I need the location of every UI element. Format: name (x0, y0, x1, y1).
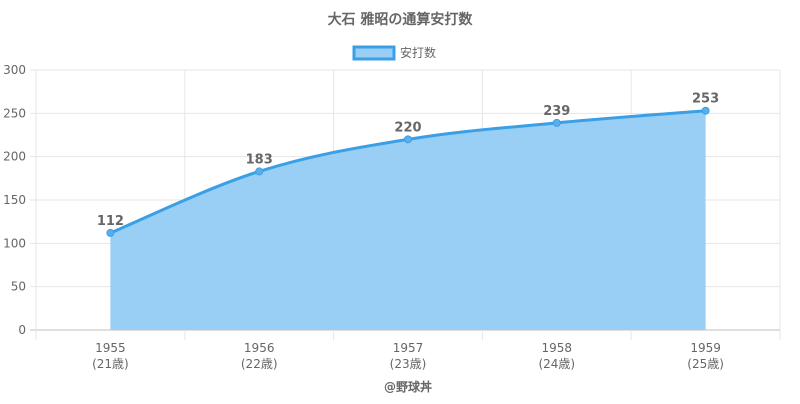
x-tick-sublabel: (21歳) (92, 357, 129, 371)
credit-label: @野球丼 (384, 379, 432, 394)
legend-swatch (352, 45, 396, 61)
x-tick-label: 1958 (542, 341, 573, 355)
x-tick-label: 1957 (393, 341, 424, 355)
y-tick-label: 50 (11, 280, 26, 294)
x-tick-sublabel: (23歳) (390, 357, 427, 371)
data-point (404, 135, 412, 144)
legend-label: 安打数 (400, 45, 436, 60)
data-point (552, 118, 561, 127)
data-label: 220 (394, 120, 421, 135)
data-points (106, 106, 710, 237)
data-label: 183 (246, 152, 273, 167)
data-label: 112 (97, 214, 124, 229)
data-point (701, 106, 710, 115)
x-tick-sublabel: (25歳) (687, 357, 724, 371)
data-point (255, 167, 264, 176)
legend[interactable]: 安打数 (352, 45, 436, 61)
y-tick-label: 150 (3, 193, 26, 207)
y-tick-label: 100 (3, 236, 26, 250)
x-axis: 1955 (21歳) 1956 (22歳) 1957 (23歳) 1958 (24歳) 1959… (92, 341, 724, 371)
x-tick-sublabel: (24歳) (538, 357, 575, 371)
series-area-fill (110, 110, 706, 330)
x-tick-label: 1956 (244, 341, 275, 355)
data-labels: 112 183 220 239 253 (97, 92, 719, 229)
x-tick-label: 1959 (690, 341, 721, 355)
y-tick-label: 300 (3, 63, 26, 77)
y-axis: 0 50 100 150 200 250 300 (3, 63, 26, 337)
y-tick-label: 200 (3, 150, 26, 164)
chart-title: 大石 雅昭の通算安打数 (328, 11, 474, 28)
x-tick-sublabel: (22歳) (241, 357, 278, 371)
y-tick-label: 250 (3, 106, 26, 120)
data-label: 239 (543, 104, 570, 119)
y-tick-label: 0 (18, 323, 26, 337)
series-area (109, 109, 706, 330)
data-point (106, 228, 115, 237)
x-tick-label: 1955 (95, 341, 126, 355)
data-label: 253 (692, 92, 719, 107)
